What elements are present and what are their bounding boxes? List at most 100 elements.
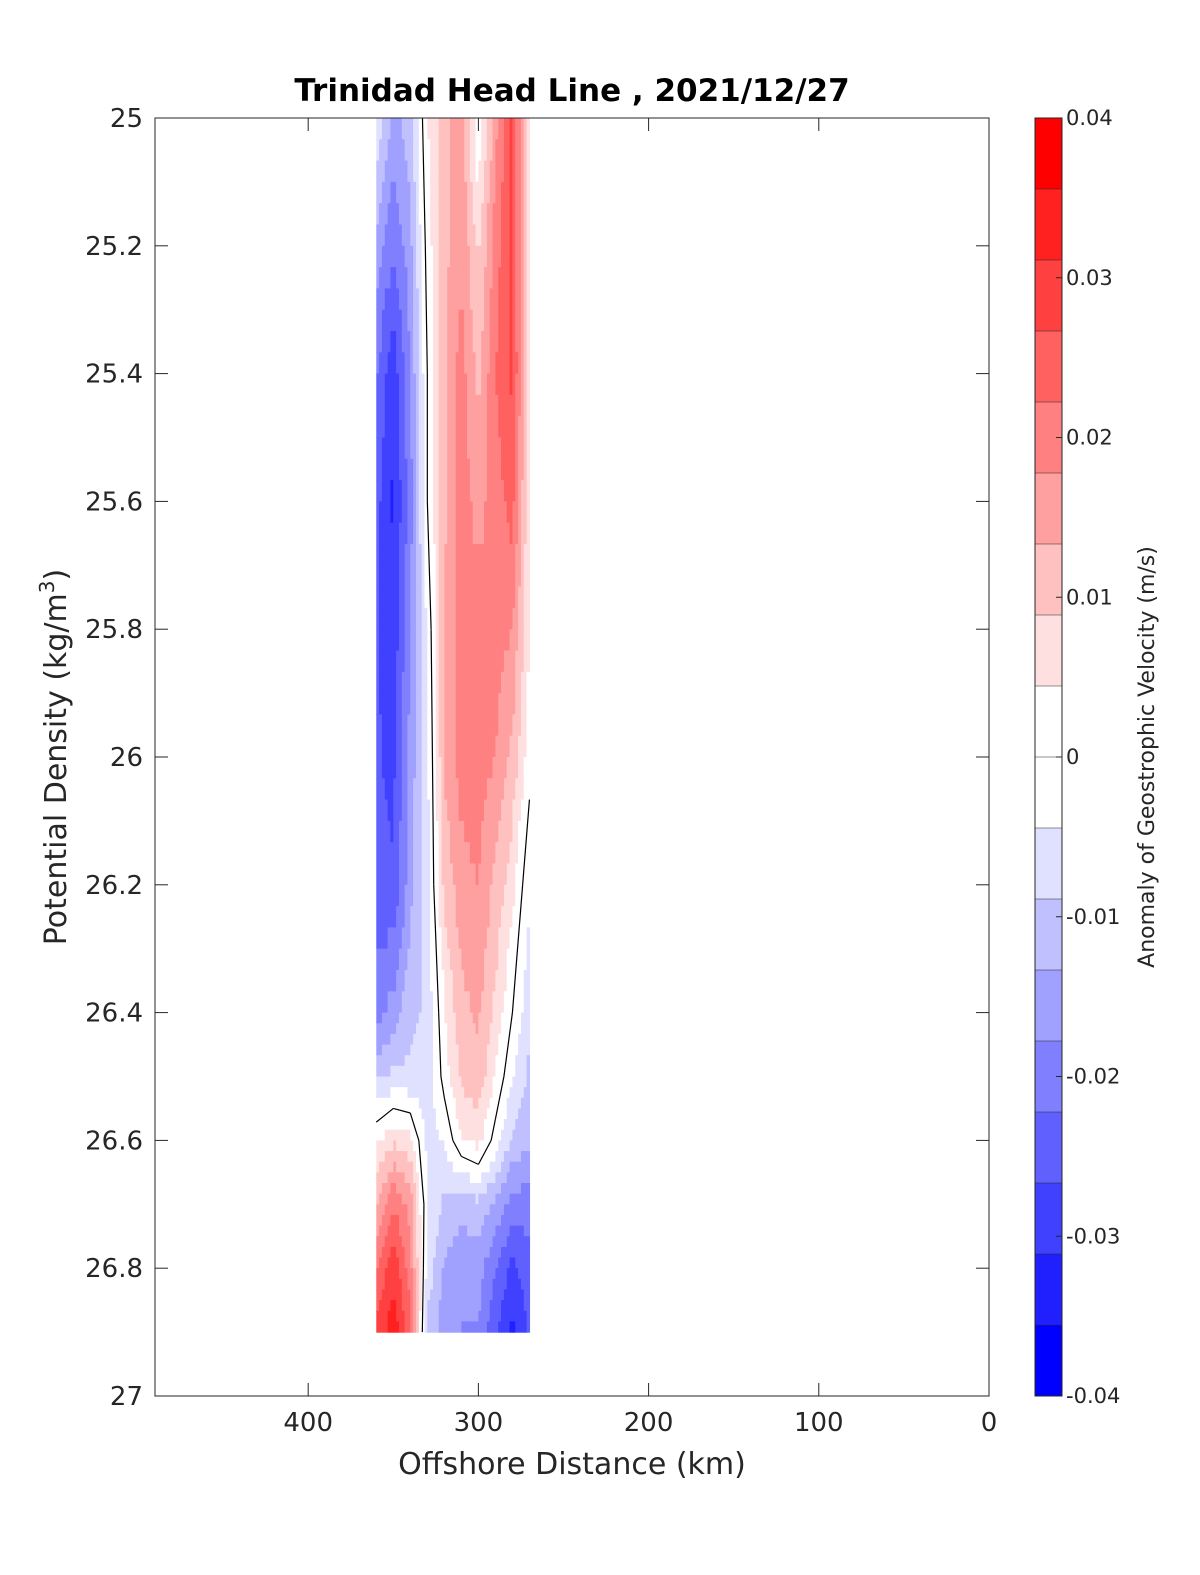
contour-cell — [396, 735, 400, 758]
contour-cell — [381, 288, 386, 311]
contour-cell — [503, 1119, 508, 1131]
contour-cell — [447, 1108, 451, 1120]
contour-cell — [381, 629, 386, 652]
contour-cell — [495, 1257, 499, 1269]
contour-cell — [506, 778, 511, 801]
contour-cell — [401, 1108, 406, 1120]
contour-cell — [495, 1055, 499, 1067]
contour-cell — [498, 1097, 502, 1110]
contour-cell — [492, 181, 497, 204]
contour-cell — [407, 799, 411, 822]
contour-cell — [492, 416, 497, 439]
contour-cell — [450, 1236, 454, 1248]
contour-cell — [526, 735, 531, 758]
contour-cell — [450, 1310, 454, 1323]
contour-cell — [467, 1204, 471, 1216]
contour-cell — [435, 1065, 440, 1078]
contour-cell — [447, 906, 451, 928]
contour-cell — [401, 586, 406, 609]
contour-cell — [506, 757, 511, 779]
contour-cell — [393, 757, 397, 779]
contour-cell — [486, 1183, 491, 1195]
contour-cell — [415, 735, 420, 758]
contour-cell — [421, 1129, 426, 1141]
contour-cell — [478, 1097, 482, 1110]
contour-cell — [520, 1108, 525, 1120]
contour-cell — [393, 118, 397, 140]
contour-cell — [518, 1119, 522, 1131]
contour-cell — [415, 863, 420, 886]
contour-cell — [407, 331, 411, 353]
contour-cell — [506, 884, 511, 907]
contour-cell — [472, 629, 477, 652]
contour-cell — [433, 1151, 437, 1163]
contour-cell — [501, 118, 505, 140]
contour-cell — [503, 1012, 508, 1024]
contour-cell — [515, 1161, 519, 1173]
contour-cell — [478, 1129, 482, 1141]
contour-cell — [447, 565, 451, 588]
contour-cell — [506, 394, 511, 417]
contour-cell — [433, 586, 437, 609]
contour-cell — [467, 416, 471, 439]
contour-cell — [398, 160, 403, 183]
contour-cell — [433, 1087, 437, 1099]
contour-cell — [484, 693, 488, 715]
contour-cell — [458, 1321, 462, 1333]
contour-cell — [515, 927, 519, 950]
contour-cell — [435, 1310, 440, 1323]
contour-cell — [512, 820, 516, 843]
contour-cell — [523, 778, 528, 801]
contour-cell — [401, 1055, 406, 1067]
contour-cell — [396, 1161, 400, 1173]
contour-cell — [444, 1278, 448, 1291]
contour-cell — [438, 181, 443, 204]
contour-cell — [518, 884, 522, 907]
contour-cell — [393, 1310, 397, 1323]
contour-cell — [444, 331, 448, 353]
contour-cell — [433, 735, 437, 758]
contour-cell — [469, 1087, 474, 1099]
contour-cell — [418, 1129, 423, 1141]
contour-cell — [435, 1278, 440, 1291]
contour-cell — [444, 842, 448, 865]
contour-cell — [495, 607, 499, 630]
contour-cell — [489, 820, 494, 843]
contour-cell — [450, 352, 454, 375]
contour-cell — [526, 139, 531, 162]
contour-cell — [486, 1204, 491, 1216]
contour-cell — [498, 1108, 502, 1120]
contour-cell — [379, 1129, 383, 1141]
contour-cell — [407, 671, 411, 694]
contour-cell — [393, 842, 397, 865]
contour-cell — [393, 1172, 397, 1184]
contour-cell — [512, 352, 516, 375]
contour-cell — [472, 1129, 477, 1141]
contour-cell — [523, 224, 528, 247]
contour-cell — [407, 1289, 411, 1301]
contour-cell — [509, 863, 514, 886]
contour-cell — [523, 799, 528, 822]
contour-cell — [509, 1119, 514, 1131]
contour-cell — [455, 1214, 460, 1227]
contour-cell — [376, 267, 380, 289]
contour-cell — [433, 437, 437, 460]
contour-cell — [398, 522, 403, 545]
contour-cell — [523, 1289, 528, 1301]
contour-cell — [435, 352, 440, 375]
contour-cell — [503, 586, 508, 609]
contour-cell — [475, 863, 479, 886]
contour-cell — [503, 927, 508, 950]
contour-cell — [458, 671, 462, 694]
contour-cell — [478, 1012, 482, 1024]
contour-cell — [433, 544, 437, 566]
contour-cell — [484, 331, 488, 353]
contour-cell — [492, 778, 497, 801]
contour-cell — [407, 820, 411, 843]
contour-cell — [492, 160, 497, 183]
contour-cell — [396, 906, 400, 928]
contour-cell — [481, 1129, 485, 1141]
contour-cell — [410, 991, 414, 1014]
contour-cell — [450, 331, 454, 353]
contour-cell — [492, 1300, 497, 1312]
